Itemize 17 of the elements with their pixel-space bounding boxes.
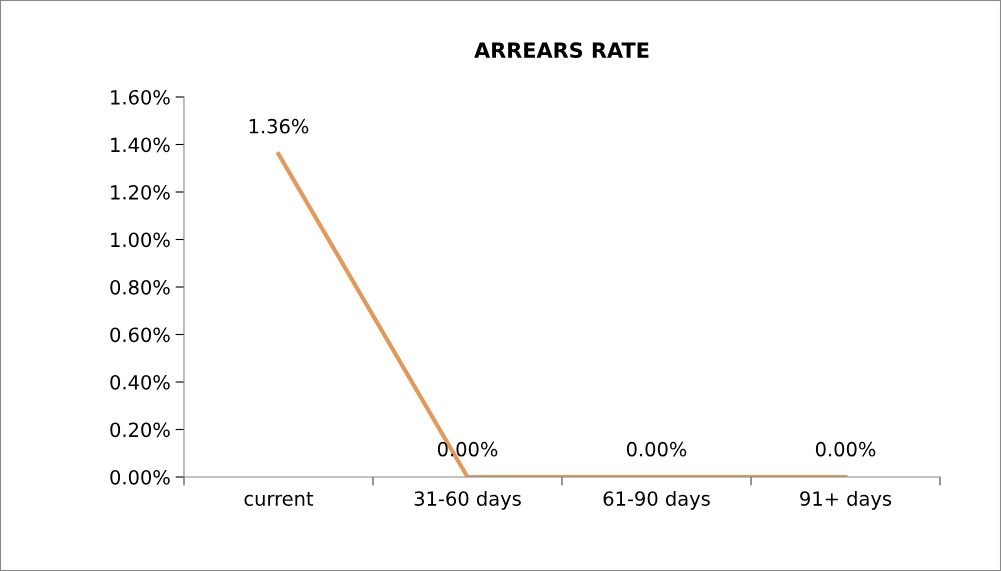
y-tick-label: 1.40% — [111, 137, 170, 153]
data-label: 0.00% — [626, 441, 687, 457]
x-tick-label: 61-90 days — [603, 490, 710, 510]
x-tick-label: 91+ days — [800, 490, 892, 510]
y-tick-label: 0.40% — [110, 374, 170, 390]
data-label: 1.36% — [249, 118, 309, 134]
y-tick-label: 0.20% — [110, 422, 170, 438]
x-tick-label: 31-60 days — [414, 490, 521, 510]
y-tick-label: 1.60% — [111, 89, 170, 105]
y-tick-label: 0.60% — [110, 327, 170, 343]
data-label: 0.00% — [815, 441, 876, 457]
y-tick-label: 0.00% — [110, 469, 170, 485]
chart-title: ARREARS RATE — [474, 42, 649, 59]
y-tick-label: 1.20% — [111, 184, 170, 200]
x-tick-label: current — [244, 492, 314, 506]
y-tick-label: 0.80% — [110, 279, 170, 295]
y-tick-label: 1.00% — [111, 232, 170, 248]
